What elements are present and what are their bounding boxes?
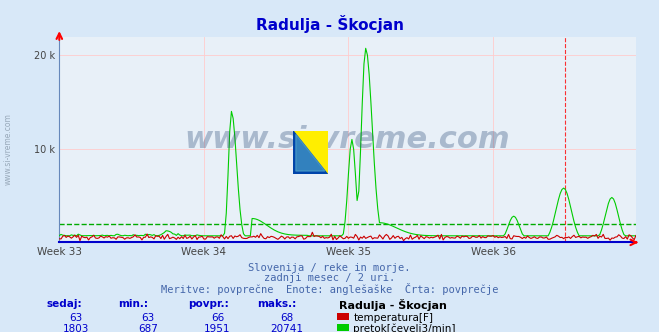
Polygon shape: [296, 134, 325, 171]
Text: www.si-vreme.com: www.si-vreme.com: [4, 114, 13, 185]
Text: Radulja - Škocjan: Radulja - Škocjan: [339, 299, 447, 311]
Text: povpr.:: povpr.:: [188, 299, 229, 309]
Text: 687: 687: [138, 324, 158, 332]
Text: 1803: 1803: [63, 324, 89, 332]
Text: 68: 68: [280, 313, 293, 323]
Text: min.:: min.:: [119, 299, 149, 309]
Text: 63: 63: [142, 313, 155, 323]
Polygon shape: [293, 131, 328, 174]
Polygon shape: [293, 131, 328, 174]
Text: Slovenija / reke in morje.: Slovenija / reke in morje.: [248, 263, 411, 273]
Text: zadnji mesec / 2 uri.: zadnji mesec / 2 uri.: [264, 273, 395, 283]
Text: Radulja - Škocjan: Radulja - Škocjan: [256, 15, 403, 33]
Text: pretok[čevelj3/min]: pretok[čevelj3/min]: [353, 324, 456, 332]
Text: sedaj:: sedaj:: [46, 299, 82, 309]
Text: maks.:: maks.:: [257, 299, 297, 309]
Text: 1951: 1951: [204, 324, 231, 332]
Text: www.si-vreme.com: www.si-vreme.com: [185, 125, 511, 154]
Text: 20741: 20741: [270, 324, 303, 332]
Text: 66: 66: [211, 313, 224, 323]
Text: 63: 63: [69, 313, 82, 323]
Text: Meritve: povprečne  Enote: anglešaške  Črta: povprečje: Meritve: povprečne Enote: anglešaške Črt…: [161, 283, 498, 295]
Text: temperatura[F]: temperatura[F]: [353, 313, 433, 323]
